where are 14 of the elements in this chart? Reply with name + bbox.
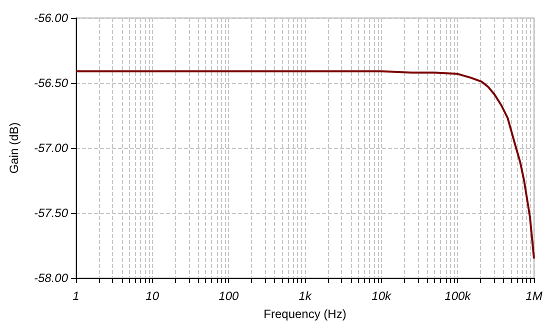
x-tick-label: 100 bbox=[218, 289, 239, 303]
y-tick-label: -56.50 bbox=[34, 76, 68, 90]
x-tick-label: 1k bbox=[298, 289, 312, 303]
y-tick-label: -56.00 bbox=[34, 11, 68, 25]
y-tick-label: -57.50 bbox=[34, 206, 68, 220]
x-tick-label: 10 bbox=[146, 289, 160, 303]
x-tick-label: 10k bbox=[372, 289, 392, 303]
y-tick-label: -57.00 bbox=[34, 141, 68, 155]
x-tick-label: 100k bbox=[444, 289, 472, 303]
y-axis-title: Gain (dB) bbox=[7, 122, 21, 174]
y-tick-label: -58.00 bbox=[34, 271, 68, 285]
x-tick-label: 1 bbox=[72, 289, 80, 303]
x-axis-title: Frequency (Hz) bbox=[264, 307, 346, 321]
x-tick-label: 1M bbox=[526, 289, 542, 303]
